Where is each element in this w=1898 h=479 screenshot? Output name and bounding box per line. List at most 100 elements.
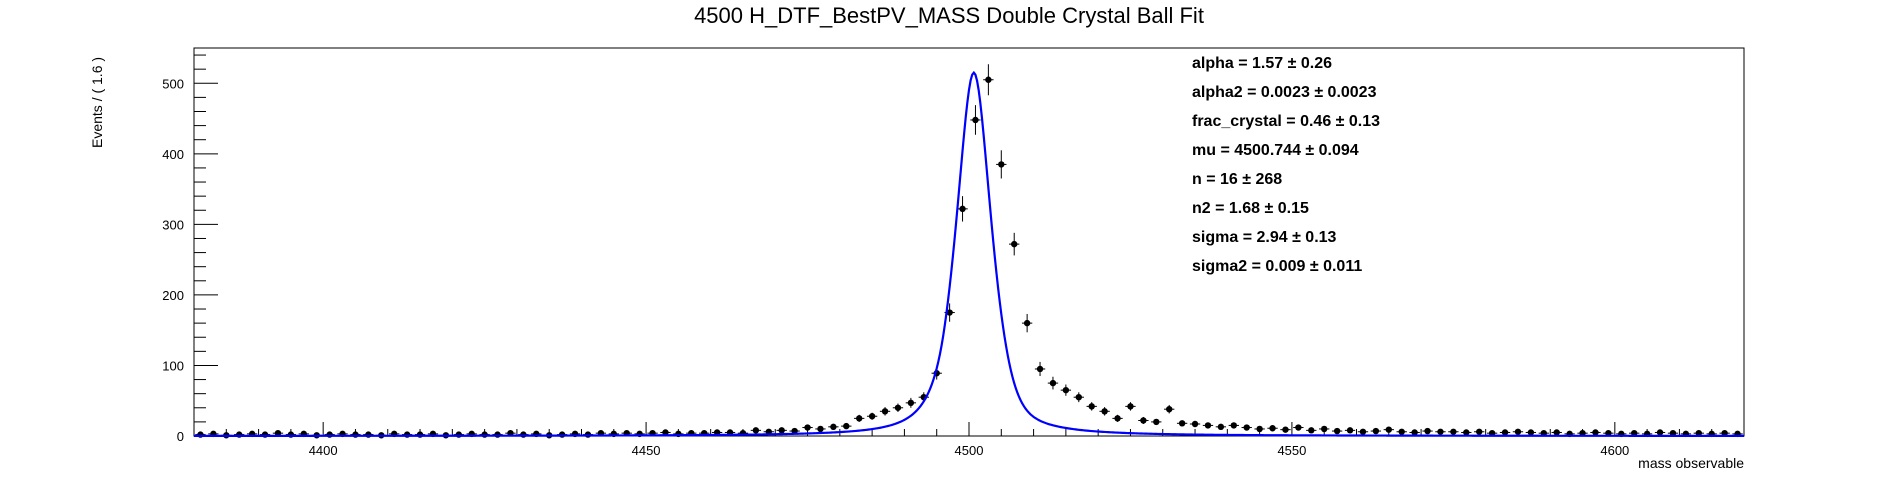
data-point xyxy=(1448,428,1459,435)
data-point xyxy=(1383,426,1394,433)
fit-param-label: mu = xyxy=(1192,142,1234,159)
data-point xyxy=(1151,418,1162,426)
data-point xyxy=(789,427,800,435)
fit-param-value: 4500.744 xyxy=(1234,142,1305,159)
data-point xyxy=(1422,427,1433,435)
y-tick-label: 100 xyxy=(162,358,184,373)
data-point xyxy=(1409,429,1420,436)
fit-param-value: 1.57 xyxy=(1252,55,1288,72)
fit-param-error: ± 0.13 xyxy=(1292,229,1336,246)
data-point xyxy=(892,403,904,413)
fit-param-value: 0.46 xyxy=(1300,113,1336,130)
data-point xyxy=(1306,427,1317,434)
data-point xyxy=(1370,427,1382,435)
fit-parameter-text: n2 = 1.68 ± 0.15 xyxy=(1192,200,1309,217)
x-tick-label: 4550 xyxy=(1277,443,1306,458)
fit-parameters-box: alpha = 1.57 ± 0.26 alpha2 = 0.0023 ± 0.0… xyxy=(1192,55,1380,275)
data-point xyxy=(1138,416,1149,425)
data-point xyxy=(1319,425,1330,433)
data-point xyxy=(802,424,813,431)
y-tick-label: 0 xyxy=(177,429,184,444)
data-point xyxy=(1034,361,1046,377)
data-point xyxy=(1176,420,1188,427)
data-point xyxy=(776,427,787,434)
data-point xyxy=(479,431,490,438)
fit-param-error: ± 0.094 xyxy=(1305,142,1358,159)
data-point xyxy=(1551,429,1562,436)
data-point xyxy=(1396,428,1407,435)
fit-param-error: ± 0.13 xyxy=(1336,113,1380,130)
data-point xyxy=(1228,422,1239,429)
data-point xyxy=(828,423,839,431)
data-point xyxy=(1474,428,1485,435)
data-point xyxy=(1344,427,1356,434)
fit-curve xyxy=(194,70,1744,437)
fit-param-label: n = xyxy=(1192,171,1220,188)
data-point xyxy=(1125,402,1136,411)
x-axis: 4400 4450 4500 4550 4600 xyxy=(193,422,1745,458)
x-tick-label: 4450 xyxy=(632,443,661,458)
data-point xyxy=(866,412,878,420)
data-point xyxy=(996,150,1007,179)
y-axis-label: Events / ( 1.6 ) xyxy=(89,57,105,148)
y-axis: 0 100 200 300 400 500 xyxy=(162,54,218,444)
data-point xyxy=(1280,426,1291,433)
data-point xyxy=(1099,407,1110,416)
data-point xyxy=(1202,422,1214,429)
fit-param-value: 1.68 xyxy=(1229,200,1265,217)
data-point xyxy=(905,397,917,408)
y-tick-label: 300 xyxy=(162,217,184,232)
x-tick-label: 4600 xyxy=(1600,443,1629,458)
data-point xyxy=(1254,425,1265,433)
fit-param-value: 16 xyxy=(1220,171,1242,188)
data-point xyxy=(660,429,671,436)
x-axis-label: mass observable xyxy=(1638,455,1744,471)
data-point xyxy=(1293,424,1304,431)
fit-param-label: alpha2 = xyxy=(1192,84,1261,101)
fit-param-label: sigma = xyxy=(1192,229,1256,246)
data-point xyxy=(1525,429,1537,436)
fit-param-error: ± 0.26 xyxy=(1288,55,1332,72)
data-point xyxy=(750,427,762,434)
data-point xyxy=(1215,423,1227,431)
fit-parameter-text: sigma = 2.94 ± 0.13 xyxy=(1192,229,1337,246)
data-point xyxy=(1512,428,1524,435)
data-point xyxy=(1047,376,1059,390)
data-point xyxy=(1499,429,1511,436)
fit-param-label: frac_crystal = xyxy=(1192,113,1300,130)
fit-param-value: 0.0023 xyxy=(1261,84,1314,101)
data-point xyxy=(1590,429,1601,436)
plot-frame xyxy=(193,47,1745,437)
fit-parameter-text: alpha = 1.57 ± 0.26 xyxy=(1192,55,1332,72)
data-point xyxy=(1021,313,1033,333)
data-point xyxy=(841,422,852,430)
data-point xyxy=(1009,232,1020,256)
fit-parameter-text: sigma2 = 0.009 ± 0.011 xyxy=(1192,258,1362,275)
data-point xyxy=(1060,384,1072,396)
fit-parameter-text: mu = 4500.744 ± 0.094 xyxy=(1192,142,1359,159)
data-point xyxy=(1189,420,1201,428)
fit-param-value: 0.009 xyxy=(1265,258,1309,275)
fit-param-error: ± 268 xyxy=(1242,171,1282,188)
data-point xyxy=(957,196,968,222)
data-point xyxy=(1654,429,1666,436)
fit-param-error: ± 0.15 xyxy=(1265,200,1309,217)
data-point xyxy=(1112,414,1123,422)
data-point xyxy=(1267,425,1278,432)
data-points xyxy=(195,64,1743,439)
data-point xyxy=(1435,428,1446,435)
fit-parameter-text: n = 16 ± 268 xyxy=(1192,171,1282,188)
data-point xyxy=(1086,402,1097,411)
fit-param-label: n2 = xyxy=(1192,200,1229,217)
fit-param-value: 2.94 xyxy=(1256,229,1292,246)
data-point xyxy=(970,105,981,135)
fit-param-label: alpha = xyxy=(1192,55,1252,72)
fit-parameter-text: alpha2 = 0.0023 ± 0.0023 xyxy=(1192,84,1377,101)
data-point xyxy=(1331,427,1343,435)
chart-title: 4500 H_DTF_BestPV_MASS Double Crystal Ba… xyxy=(694,3,1204,28)
data-point xyxy=(1357,428,1369,435)
data-point xyxy=(879,407,891,416)
data-point xyxy=(1241,424,1252,431)
